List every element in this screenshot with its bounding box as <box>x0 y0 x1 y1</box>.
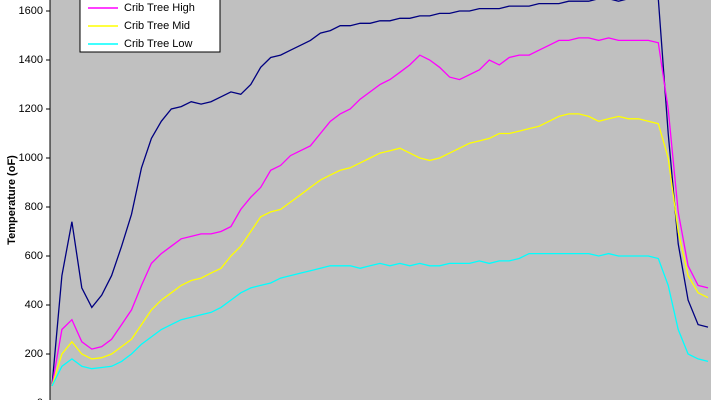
plot-area <box>50 0 711 400</box>
y-tick-label: 600 <box>25 250 43 262</box>
series-line <box>51 0 709 386</box>
series-line <box>51 37 709 387</box>
y-tick-label: 0 <box>37 397 43 400</box>
y-tick-label: 1600 <box>19 5 43 17</box>
y-tick-label: 1400 <box>19 54 43 66</box>
legend-label: Crib Tree Mid <box>124 20 190 32</box>
series-line <box>51 113 709 387</box>
y-axis-title: Temperature (oF) <box>6 155 18 245</box>
legend-label: Crib Tree High <box>124 2 195 14</box>
y-tick-label: 1200 <box>19 103 43 115</box>
y-tick-label: 1000 <box>19 152 43 164</box>
legend-label: Crib Tree Low <box>124 38 193 50</box>
y-tick-label: 200 <box>25 348 43 360</box>
y-tick-label: 800 <box>25 201 43 213</box>
series-line <box>51 252 709 387</box>
y-tick-label: 400 <box>25 299 43 311</box>
